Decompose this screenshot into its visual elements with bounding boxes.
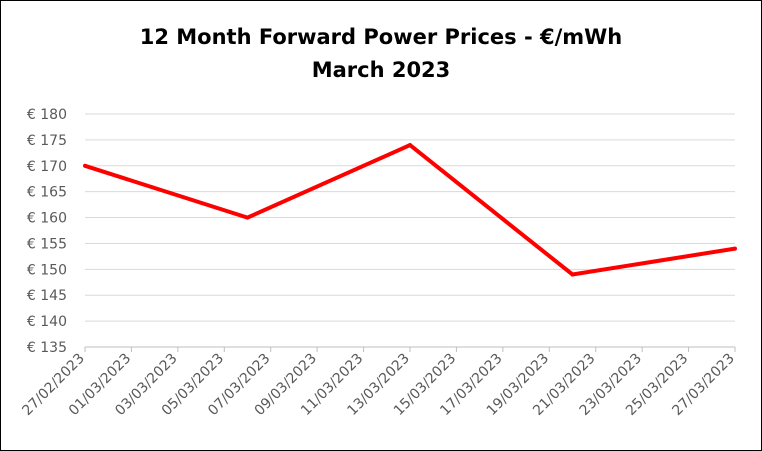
data-point-0-4 — [733, 246, 737, 251]
y-tick-label-8: € 175 — [27, 133, 67, 149]
y-tick-label-1: € 140 — [27, 314, 67, 330]
data-point-0-0 — [83, 163, 87, 168]
chart-title: 12 Month Forward Power Prices - €/mWh — [139, 25, 623, 49]
y-tick-label-7: € 170 — [27, 159, 67, 175]
y-tick-label-2: € 145 — [27, 288, 67, 304]
y-tick-label-6: € 165 — [27, 185, 67, 201]
y-tick-label-5: € 160 — [27, 211, 67, 227]
data-point-0-3 — [570, 272, 575, 277]
series-line-0 — [84, 142, 736, 277]
y-tick-label-3: € 150 — [27, 262, 67, 278]
data-point-0-2 — [408, 143, 412, 148]
data-point-0-1 — [245, 215, 250, 220]
y-tick-label-4: € 155 — [27, 236, 67, 252]
y-tick-label-0: € 135 — [27, 340, 67, 356]
y-tick-label-9: € 180 — [27, 107, 67, 123]
chart-subtitle: March 2023 — [311, 58, 451, 82]
chart-title-block: 12 Month Forward Power Prices - €/mWh Ma… — [1, 21, 761, 87]
